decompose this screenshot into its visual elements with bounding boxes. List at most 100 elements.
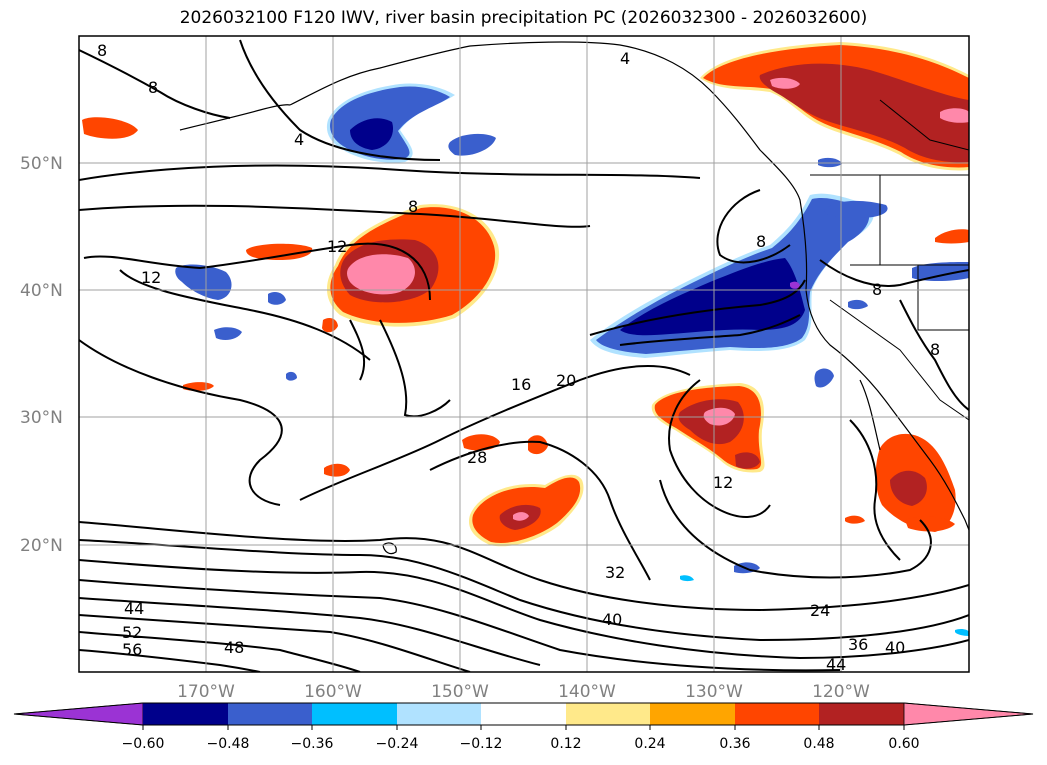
precip-region bbox=[824, 200, 888, 218]
lat-label: 30°N bbox=[20, 408, 63, 428]
map-frame bbox=[78, 35, 970, 673]
map-content: 8 8 4 4 8 12 12 8 8 8 16 20 28 12 32 40 … bbox=[79, 36, 969, 674]
colorbar-segment bbox=[228, 703, 312, 725]
colorbar-tick-label: −0.24 bbox=[376, 736, 419, 752]
precip-region bbox=[214, 327, 242, 340]
contour-line bbox=[79, 649, 261, 672]
contour-line bbox=[239, 39, 441, 161]
precip-region bbox=[347, 254, 415, 295]
contour-line bbox=[429, 440, 651, 581]
precip-region bbox=[268, 292, 286, 305]
contour-label: 8 bbox=[408, 197, 418, 216]
precip-region bbox=[286, 371, 297, 381]
contour-line bbox=[379, 319, 451, 418]
contour-label: 8 bbox=[930, 340, 940, 359]
precip-region bbox=[324, 463, 350, 477]
colorbar-extend-right bbox=[903, 702, 1034, 726]
gridlines bbox=[79, 36, 969, 672]
boundaries bbox=[810, 99, 969, 421]
coastline bbox=[859, 379, 881, 451]
lon-label: 120°W bbox=[812, 682, 870, 702]
colorbar-tick-label: −0.12 bbox=[460, 736, 503, 752]
contour-line bbox=[79, 164, 701, 181]
contour-line bbox=[899, 299, 969, 411]
contour-label: 8 bbox=[756, 232, 766, 251]
precip-region bbox=[770, 77, 800, 89]
contour-line bbox=[79, 204, 591, 228]
colorbar-tick-label: −0.48 bbox=[207, 736, 250, 752]
coastline bbox=[289, 41, 969, 531]
contour-line bbox=[79, 49, 231, 119]
precip-region bbox=[935, 229, 969, 244]
contour-line bbox=[659, 479, 932, 579]
precip-region bbox=[790, 281, 800, 289]
contour-label: 8 bbox=[97, 41, 107, 60]
precip-region bbox=[759, 63, 969, 163]
contour-line bbox=[668, 379, 771, 518]
colorbar-tick-label: 0.24 bbox=[634, 736, 665, 752]
contour-label: 24 bbox=[810, 601, 830, 620]
precip-region bbox=[905, 516, 955, 532]
colorbar-segment bbox=[143, 703, 228, 725]
contour-label: 16 bbox=[511, 375, 531, 394]
contour-label: 20 bbox=[556, 371, 576, 390]
border-line bbox=[879, 99, 969, 151]
precip-region bbox=[513, 512, 529, 521]
precip-region bbox=[175, 264, 232, 300]
precip-region bbox=[845, 515, 865, 524]
contour-labels: 8 8 4 4 8 12 12 8 8 8 16 20 28 12 32 40 … bbox=[97, 41, 940, 674]
precip-region bbox=[322, 318, 338, 333]
contour-line bbox=[619, 314, 801, 346]
colorbar-segment bbox=[397, 703, 481, 725]
precip-region bbox=[246, 243, 313, 260]
precip-region bbox=[528, 435, 548, 455]
contour-line bbox=[849, 419, 901, 561]
precip-region bbox=[848, 299, 868, 310]
colorbar-segment bbox=[566, 703, 650, 725]
precip-region bbox=[940, 108, 969, 123]
contour-label: 56 bbox=[122, 640, 142, 659]
coastlines bbox=[179, 41, 969, 555]
contour-label: 12 bbox=[713, 473, 733, 492]
colorbar-segment bbox=[650, 703, 735, 725]
colorbar-tick-label: 0.48 bbox=[803, 736, 834, 752]
colorbar-tick-label: 0.12 bbox=[550, 736, 581, 752]
contour-line bbox=[716, 189, 791, 264]
precip-shading bbox=[82, 42, 969, 636]
colorbar-ticks bbox=[142, 725, 905, 730]
lon-label: 170°W bbox=[177, 682, 235, 702]
contour-label: 8 bbox=[872, 280, 882, 299]
contour-line bbox=[79, 539, 969, 642]
contour-label: 4 bbox=[620, 49, 630, 68]
lat-label: 20°N bbox=[20, 536, 63, 556]
contour-label: 12 bbox=[141, 268, 161, 287]
contour-line bbox=[819, 259, 969, 287]
colorbar-segment bbox=[481, 703, 566, 725]
colorbar-segment bbox=[735, 703, 819, 725]
precip-region bbox=[735, 452, 760, 469]
contour-label: 4 bbox=[294, 130, 304, 149]
contour-label: 52 bbox=[122, 623, 142, 642]
contour-line bbox=[79, 521, 969, 612]
contour-line bbox=[349, 319, 366, 381]
contour-label: 48 bbox=[224, 638, 244, 657]
colorbar-tick-label: 0.36 bbox=[719, 736, 750, 752]
border-line bbox=[829, 299, 969, 421]
contour-line bbox=[83, 242, 431, 301]
precip-region bbox=[814, 368, 834, 388]
contour-label: 40 bbox=[885, 638, 905, 657]
map-title: 2026032100 F120 IWV, river basin precipi… bbox=[179, 8, 868, 28]
colorbar: −0.60 −0.48 −0.36 −0.24 −0.12 0.12 0.24 … bbox=[13, 702, 1034, 752]
precip-region bbox=[350, 118, 394, 150]
contour-label: 12 bbox=[327, 237, 347, 256]
contour-label: 32 bbox=[605, 563, 625, 582]
lon-label: 140°W bbox=[558, 682, 616, 702]
contour-line bbox=[589, 279, 806, 336]
contour-label: 44 bbox=[826, 655, 846, 674]
contour-line bbox=[79, 559, 969, 660]
lat-label: 50°N bbox=[20, 154, 63, 174]
precip-region bbox=[912, 262, 969, 281]
map-panel bbox=[79, 36, 969, 672]
contour-label: 40 bbox=[602, 610, 622, 629]
